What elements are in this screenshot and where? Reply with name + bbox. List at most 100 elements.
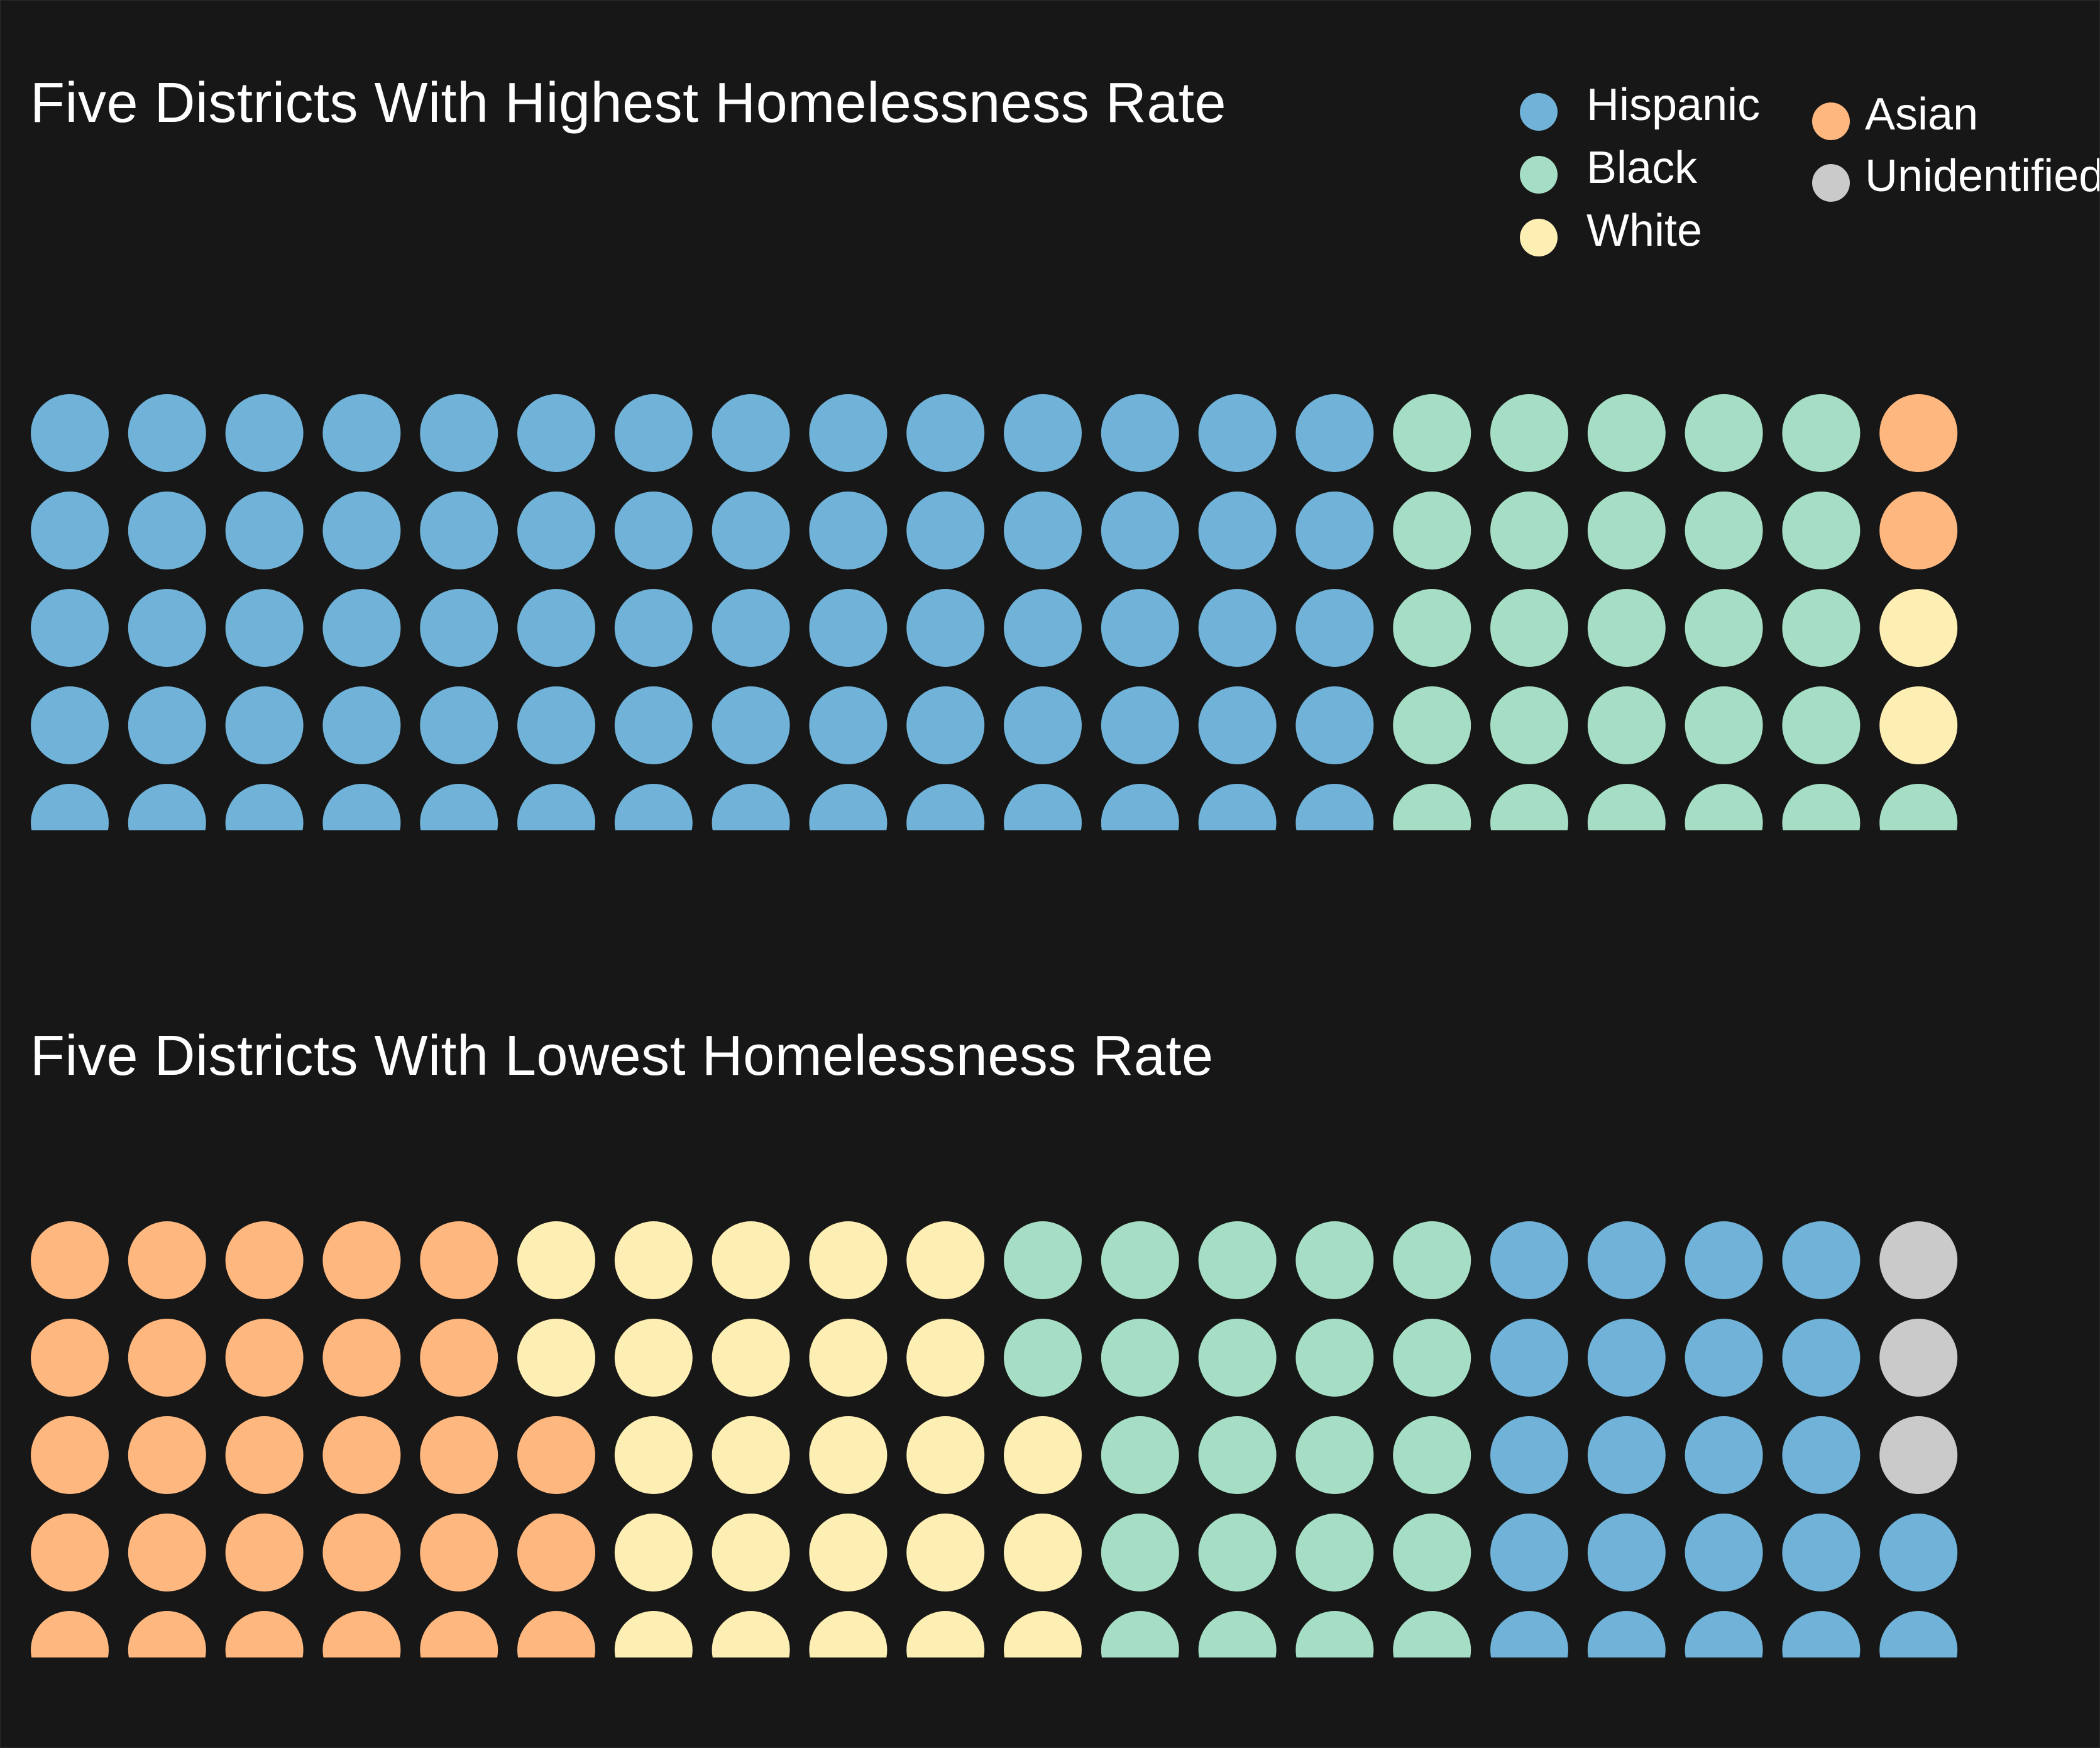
waffle-dot-white — [614, 1611, 693, 1657]
chart-title-highest: Five Districts With Highest Homelessness… — [30, 72, 1227, 135]
waffle-dot-hispanic — [225, 686, 304, 764]
legend-swatch-asian — [1812, 102, 1850, 140]
waffle-dot-hispanic — [128, 784, 206, 830]
waffle-dot-hispanic — [1101, 589, 1179, 667]
waffle-dot-hispanic — [1782, 1514, 1861, 1591]
waffle-lowest — [31, 1221, 1958, 1657]
waffle-dot-hispanic — [906, 589, 985, 667]
waffle-dot-black — [1295, 1416, 1374, 1494]
waffle-dot-white — [712, 1514, 790, 1591]
waffle-dot-white — [809, 1514, 888, 1591]
waffle-dot-black — [1587, 394, 1666, 472]
waffle-dot-hispanic — [1295, 394, 1374, 472]
waffle-dot-hispanic — [1782, 1611, 1861, 1657]
waffle-dot-hispanic — [225, 492, 304, 569]
waffle-dot-black — [1782, 784, 1861, 830]
waffle-dot-hispanic — [420, 492, 498, 569]
waffle-dot-hispanic — [420, 394, 498, 472]
waffle-dot-hispanic — [712, 686, 790, 764]
waffle-dot-black — [1393, 492, 1471, 569]
legend: Hispanic Black White Asian Unidentified — [1, 1, 2099, 265]
waffle-dot-hispanic — [31, 686, 109, 764]
waffle-dot-hispanic — [517, 784, 595, 830]
waffle-dot-hispanic — [1782, 1319, 1861, 1397]
waffle-dot-hispanic — [1685, 1221, 1763, 1299]
waffle-dot-white — [1004, 1514, 1082, 1591]
waffle-dot-black — [1685, 394, 1763, 472]
waffle-dot-black — [1198, 1611, 1277, 1657]
waffle-dot-hispanic — [809, 492, 888, 569]
waffle-dot-white — [1004, 1416, 1082, 1494]
legend-swatch-hispanic — [1520, 93, 1558, 131]
waffle-dot-black — [1004, 1319, 1082, 1397]
waffle-dot-black — [1685, 492, 1763, 569]
waffle-dot-asian — [420, 1611, 498, 1657]
waffle-dot-asian — [322, 1514, 401, 1591]
waffle-dot-hispanic — [906, 784, 985, 830]
waffle-dot-hispanic — [128, 686, 206, 764]
waffle-dot-hispanic — [1295, 784, 1374, 830]
waffle-dot-asian — [420, 1319, 498, 1397]
waffle-dot-black — [1490, 784, 1568, 830]
waffle-dot-hispanic — [1587, 1221, 1666, 1299]
waffle-dot-hispanic — [1198, 394, 1277, 472]
waffle-dot-hispanic — [1490, 1514, 1568, 1591]
waffle-dot-hispanic — [809, 589, 888, 667]
waffle-dot-unidentified — [1879, 1319, 1958, 1397]
waffle-dot-asian — [420, 1221, 498, 1299]
waffle-dot-black — [1393, 1514, 1471, 1591]
waffle-dot-hispanic — [420, 784, 498, 830]
waffle-dot-hispanic — [1101, 394, 1179, 472]
waffle-dot-asian — [517, 1514, 595, 1591]
waffle-dot-hispanic — [128, 394, 206, 472]
waffle-dot-hispanic — [31, 492, 109, 569]
waffle-dot-black — [1490, 394, 1568, 472]
waffle-dot-black — [1295, 1221, 1374, 1299]
waffle-dot-hispanic — [809, 394, 888, 472]
waffle-dot-hispanic — [225, 394, 304, 472]
waffle-dot-hispanic — [1490, 1416, 1568, 1494]
waffle-dot-black — [1490, 686, 1568, 764]
waffle-dot-hispanic — [712, 492, 790, 569]
waffle-highest — [31, 394, 1958, 830]
waffle-dot-black — [1587, 686, 1666, 764]
waffle-dot-hispanic — [1004, 686, 1082, 764]
waffle-dot-asian — [322, 1416, 401, 1494]
legend-swatch-unidentified — [1812, 164, 1850, 202]
waffle-dot-hispanic — [614, 394, 693, 472]
waffle-dot-hispanic — [517, 686, 595, 764]
waffle-dot-hispanic — [225, 589, 304, 667]
waffle-dot-asian — [322, 1221, 401, 1299]
waffle-dot-black — [1393, 1416, 1471, 1494]
waffle-dot-hispanic — [712, 394, 790, 472]
waffle-dot-hispanic — [322, 394, 401, 472]
waffle-dot-asian — [420, 1416, 498, 1494]
waffle-dot-black — [1490, 589, 1568, 667]
waffle-dot-black — [1879, 784, 1958, 830]
waffle-dot-white — [906, 1514, 985, 1591]
waffle-dot-hispanic — [128, 492, 206, 569]
waffle-dot-hispanic — [906, 394, 985, 472]
waffle-dot-black — [1198, 1416, 1277, 1494]
waffle-dot-white — [809, 1319, 888, 1397]
waffle-dot-hispanic — [322, 686, 401, 764]
waffle-dot-hispanic — [1101, 784, 1179, 830]
waffle-dot-black — [1782, 394, 1861, 472]
waffle-dot-black — [1004, 1221, 1082, 1299]
waffle-dot-hispanic — [1587, 1514, 1666, 1591]
waffle-dot-hispanic — [1198, 784, 1277, 830]
waffle-dot-hispanic — [906, 492, 985, 569]
waffle-dot-unidentified — [1879, 1221, 1958, 1299]
waffle-dot-white — [614, 1221, 693, 1299]
waffle-dot-hispanic — [1587, 1416, 1666, 1494]
waffle-dot-asian — [517, 1416, 595, 1494]
waffle-dot-black — [1685, 589, 1763, 667]
waffle-dot-asian — [517, 1611, 595, 1657]
waffle-dot-asian — [420, 1514, 498, 1591]
waffle-dot-asian — [1879, 492, 1958, 569]
waffle-dot-black — [1393, 589, 1471, 667]
waffle-dot-hispanic — [225, 784, 304, 830]
waffle-dot-black — [1101, 1514, 1179, 1591]
waffle-dot-hispanic — [1685, 1514, 1763, 1591]
waffle-dot-hispanic — [420, 686, 498, 764]
